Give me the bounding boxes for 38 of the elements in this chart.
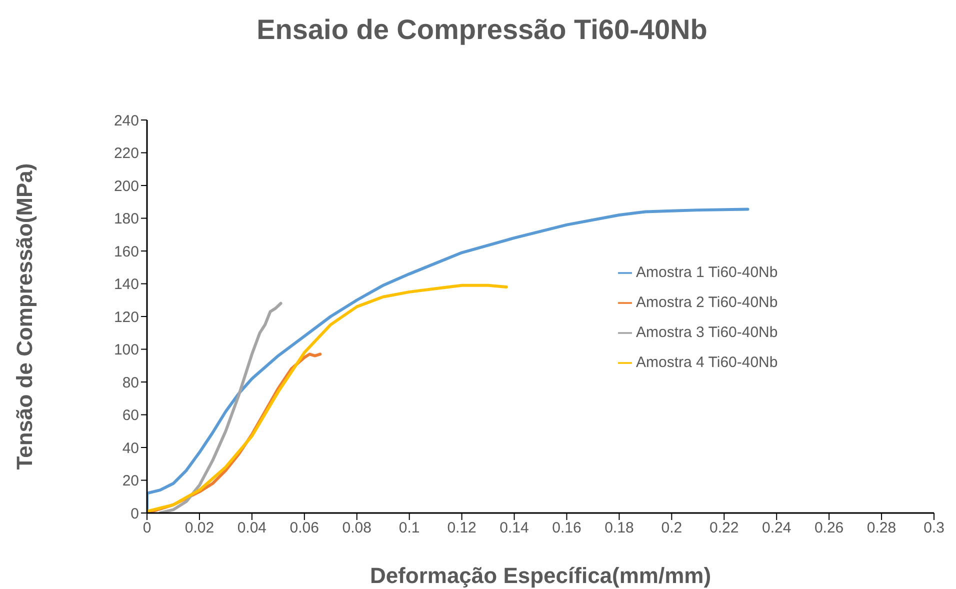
y-tick-label: 40 [122,440,139,457]
y-tick-label: 160 [114,243,139,260]
y-tick-label: 0 [130,505,139,522]
legend-label: Amostra 2 Ti60-40Nb [636,294,778,311]
x-tick-label: 0.24 [762,520,792,537]
y-tick-label: 220 [114,145,139,162]
y-tick-label: 200 [114,178,139,195]
x-tick-label: 0.14 [500,520,529,537]
x-tick-label: 0.1 [398,520,420,537]
y-tick-label: 20 [122,472,139,490]
y-tick-label: 80 [122,374,139,392]
y-tick-label: 120 [114,308,139,326]
y-tick-label: 140 [114,276,139,294]
x-tick-label: 0.16 [552,520,582,537]
x-tick-label: 0.04 [237,520,267,537]
y-tick-label: 60 [122,407,139,424]
x-tick-label: 0.2 [661,520,682,537]
y-axis-title: Tensão de Compressão(MPa) [12,163,37,470]
x-tick-label: 0.26 [814,520,844,537]
x-tick-label: 0.12 [447,520,476,537]
line-series [158,302,282,513]
legend-label: Amostra 1 Ti60-40Nb [636,264,778,281]
x-tick-label: 0 [142,520,152,537]
legend-label: Amostra 4 Ti60-40Nb [636,354,778,371]
x-tick-label: 0.02 [184,520,214,537]
legend-label: Amostra 3 Ti60-40Nb [636,324,778,341]
line-series [147,284,508,513]
y-tick-label: 180 [114,210,139,228]
chart-title: Ensaio de Compressão Ti60-40Nb [256,14,708,46]
x-tick-label: 0.28 [866,520,896,537]
x-axis-title: Deformação Específica(mm/mm) [370,563,712,588]
x-tick-label: 0.08 [342,520,372,537]
x-tick-label: 0.06 [290,520,319,537]
x-tick-label: 0.3 [924,520,944,537]
x-tick-label: 0.22 [710,520,739,537]
y-tick-label: 100 [114,342,139,359]
y-tick-label: 240 [114,112,139,130]
x-tick-label: 0.18 [604,520,634,537]
